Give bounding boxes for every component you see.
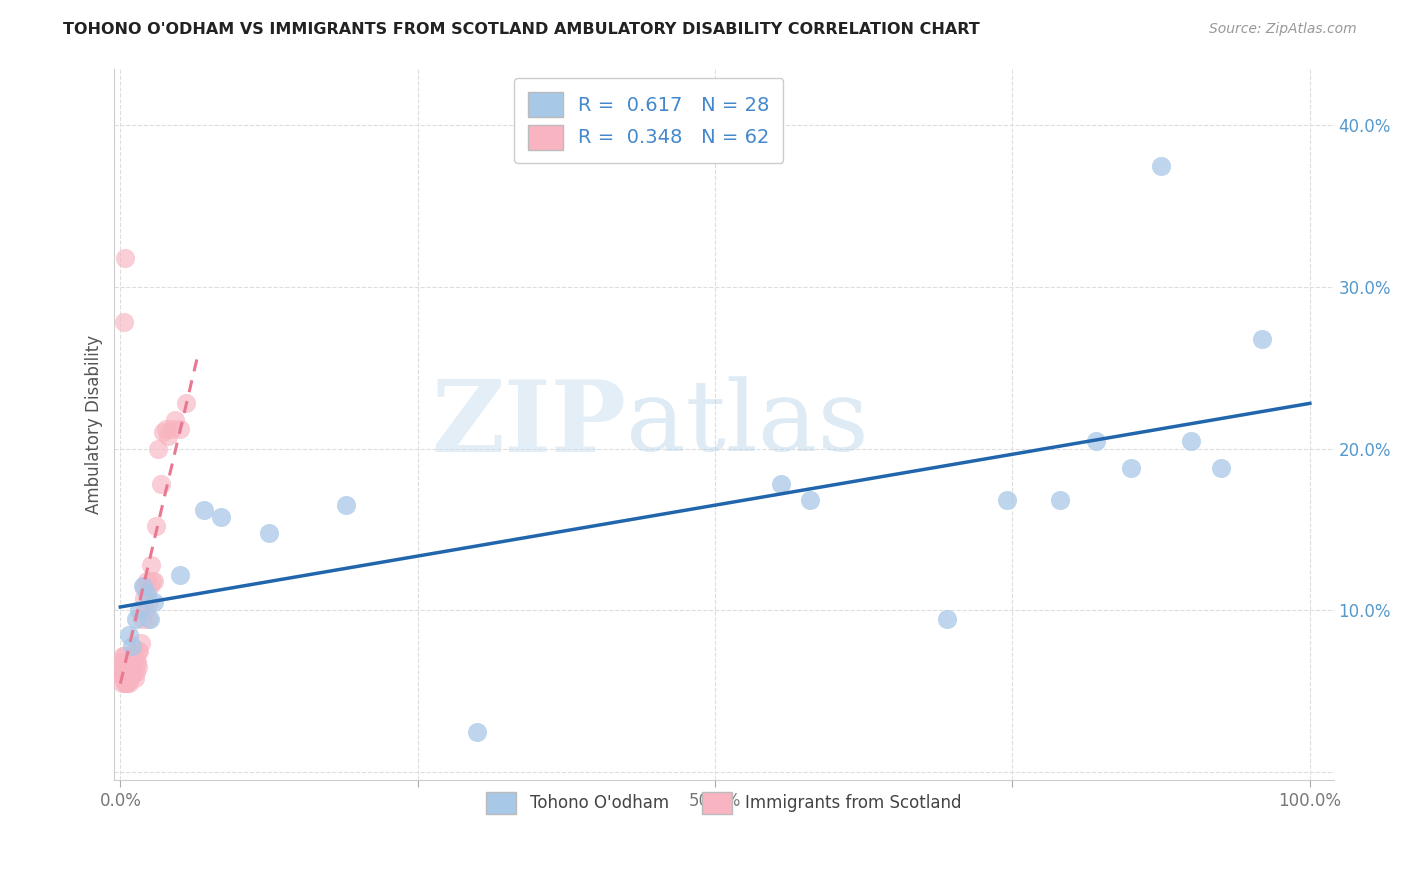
Point <box>118 628 141 642</box>
Point <box>121 655 143 669</box>
Point <box>134 591 156 605</box>
Point <box>169 567 191 582</box>
Point <box>118 660 141 674</box>
Point <box>141 574 163 589</box>
Point <box>125 611 148 625</box>
Point <box>995 493 1018 508</box>
Point <box>1084 434 1107 448</box>
Point <box>121 639 143 653</box>
Point <box>156 428 179 442</box>
Point <box>149 477 172 491</box>
Point <box>1049 493 1071 508</box>
Point <box>114 655 136 669</box>
Point <box>118 676 141 690</box>
Point <box>112 672 135 686</box>
Point <box>122 660 145 674</box>
Point <box>124 672 146 686</box>
Point <box>128 644 150 658</box>
Point <box>125 655 148 669</box>
Point <box>120 655 142 669</box>
Point <box>111 672 134 686</box>
Point <box>169 422 191 436</box>
Point <box>121 668 143 682</box>
Point <box>127 644 149 658</box>
Point <box>769 477 792 491</box>
Point <box>110 665 132 679</box>
Point <box>134 603 156 617</box>
Point <box>114 665 136 679</box>
Point <box>117 668 139 682</box>
Point <box>110 676 132 690</box>
Point <box>112 655 135 669</box>
Point <box>118 660 141 674</box>
Point <box>111 648 134 663</box>
Point <box>115 660 138 674</box>
Y-axis label: Ambulatory Disability: Ambulatory Disability <box>86 334 103 514</box>
Point <box>1121 461 1143 475</box>
Point <box>1209 461 1232 475</box>
Point <box>120 668 142 682</box>
Point <box>112 665 135 679</box>
Point <box>132 579 155 593</box>
Point <box>211 509 233 524</box>
Point <box>112 648 135 663</box>
Point <box>141 558 163 573</box>
Point <box>193 503 215 517</box>
Point <box>115 676 138 690</box>
Point <box>111 655 134 669</box>
Text: Source: ZipAtlas.com: Source: ZipAtlas.com <box>1209 22 1357 37</box>
Point <box>129 636 152 650</box>
Point <box>936 611 959 625</box>
Point <box>145 519 167 533</box>
Point <box>155 422 177 436</box>
Point <box>115 668 138 682</box>
Point <box>152 425 174 440</box>
Point <box>1150 159 1173 173</box>
Point <box>117 676 139 690</box>
Point <box>118 672 141 686</box>
Point <box>138 595 160 609</box>
Point <box>111 665 134 679</box>
Point <box>1180 434 1202 448</box>
Point <box>128 603 150 617</box>
Point <box>160 422 183 436</box>
Point <box>165 412 187 426</box>
Point <box>118 668 141 682</box>
Point <box>127 660 149 674</box>
Point <box>136 611 159 625</box>
Point <box>142 595 165 609</box>
Text: TOHONO O'ODHAM VS IMMIGRANTS FROM SCOTLAND AMBULATORY DISABILITY CORRELATION CHA: TOHONO O'ODHAM VS IMMIGRANTS FROM SCOTLA… <box>63 22 980 37</box>
Point <box>134 579 156 593</box>
Point <box>131 611 153 625</box>
Point <box>335 498 357 512</box>
Point <box>125 665 148 679</box>
Point <box>174 396 197 410</box>
Point <box>257 525 280 540</box>
Point <box>139 579 162 593</box>
Point <box>148 442 170 456</box>
Point <box>114 251 136 265</box>
Point <box>112 316 135 330</box>
Point <box>114 676 136 690</box>
Point <box>135 574 157 589</box>
Point <box>110 655 132 669</box>
Point <box>124 644 146 658</box>
Point <box>117 655 139 669</box>
Point <box>142 574 165 589</box>
Point <box>125 655 148 669</box>
Point <box>465 724 488 739</box>
Text: ZIP: ZIP <box>432 376 627 473</box>
Point <box>799 493 821 508</box>
Legend: Tohono O'odham, Immigrants from Scotland: Tohono O'odham, Immigrants from Scotland <box>475 780 973 825</box>
Point <box>139 611 162 625</box>
Point <box>1251 332 1274 346</box>
Point <box>135 587 157 601</box>
Text: atlas: atlas <box>627 376 869 472</box>
